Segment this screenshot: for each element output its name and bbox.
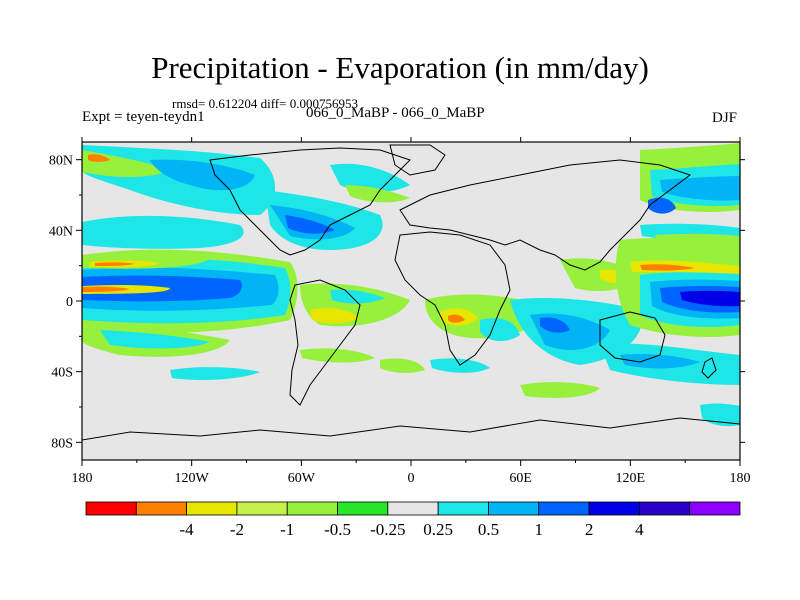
field-patch bbox=[640, 264, 695, 271]
colorbar-swatch bbox=[488, 501, 540, 516]
colorbar-label: 0.25 bbox=[423, 520, 453, 539]
colorbar-swatch bbox=[387, 501, 439, 516]
experiment-label: Expt = teyen-teydn1 bbox=[82, 109, 205, 125]
colorbar-swatch bbox=[85, 501, 137, 516]
precip-minus-evap-field bbox=[82, 143, 740, 427]
x-tick-label: 120E bbox=[616, 471, 646, 486]
colorbar-label: -4 bbox=[180, 520, 195, 539]
colorbar-label: 2 bbox=[585, 520, 594, 539]
x-tick-label: 60E bbox=[509, 471, 532, 486]
coastline-africa bbox=[394, 231, 511, 366]
coastline-antarctica bbox=[82, 417, 740, 460]
coastlines bbox=[82, 144, 740, 460]
colorbar-swatch bbox=[337, 501, 389, 516]
colorbar-swatch bbox=[236, 501, 288, 516]
colorbar-label: -2 bbox=[230, 520, 244, 539]
field-patch bbox=[88, 154, 110, 162]
colorbar-swatch bbox=[638, 501, 691, 516]
colorbar-label: 4 bbox=[635, 520, 644, 539]
colorbar-label: 0.5 bbox=[478, 520, 499, 539]
field-patch bbox=[655, 233, 740, 251]
colorbar-labels: -4 -2 -1 -0.5 -0.25 0.25 0.5 1 2 4 bbox=[180, 520, 645, 539]
latitude-axis: 80N 40N 0 40S 80S bbox=[49, 154, 745, 451]
coastline-south-america bbox=[289, 279, 361, 406]
field-patch bbox=[430, 358, 490, 373]
field-patch bbox=[150, 159, 255, 191]
colorbar bbox=[85, 501, 741, 516]
coastline-eurasia bbox=[399, 159, 692, 271]
y-tick-label: 0 bbox=[66, 295, 73, 310]
colorbar-label: -0.5 bbox=[324, 520, 351, 539]
field-patch bbox=[620, 353, 700, 369]
x-tick-label: 60W bbox=[288, 471, 316, 486]
field-patch bbox=[82, 286, 130, 292]
colorbar-label: -0.25 bbox=[370, 520, 405, 539]
run-comparison-label: 066_0_MaBP - 066_0_MaBP bbox=[306, 105, 485, 121]
season-label: DJF bbox=[712, 110, 738, 126]
field-patch bbox=[540, 317, 570, 333]
colorbar-swatch bbox=[135, 501, 188, 516]
plot-title: Precipitation - Evaporation (in mm/day) bbox=[151, 50, 649, 85]
colorbar-swatch bbox=[437, 501, 489, 516]
field-patch bbox=[520, 382, 600, 398]
field-patch bbox=[95, 262, 135, 266]
field-patch bbox=[448, 314, 465, 323]
x-tick-label: 120W bbox=[175, 471, 210, 486]
x-tick-label: 180 bbox=[730, 471, 751, 486]
y-tick-label: 40N bbox=[49, 224, 73, 239]
field-patch bbox=[170, 367, 260, 380]
colorbar-swatch bbox=[538, 501, 590, 516]
coastline-greenland bbox=[389, 144, 446, 176]
rmsd-diff-stats: rmsd= 0.612204 diff= 0.000756953 bbox=[172, 96, 358, 111]
field-patch bbox=[330, 289, 385, 304]
colorbar-swatch bbox=[588, 501, 640, 516]
y-tick-label: 40S bbox=[51, 366, 73, 381]
field-patch bbox=[380, 358, 425, 373]
x-tick-label: 0 bbox=[408, 471, 415, 486]
y-tick-label: 80S bbox=[51, 436, 73, 451]
colorbar-label: -1 bbox=[280, 520, 294, 539]
field-patch bbox=[310, 307, 360, 324]
colorbar-swatch bbox=[286, 501, 338, 516]
colorbar-swatch bbox=[186, 501, 238, 516]
longitude-axis: 180 120W 60W 0 60E 120E 180 bbox=[72, 137, 751, 486]
field-patch bbox=[300, 348, 375, 363]
field-patch bbox=[680, 290, 740, 307]
x-tick-label: 180 bbox=[72, 471, 93, 486]
coastline-north-america bbox=[209, 147, 411, 256]
coastline-australia bbox=[599, 311, 666, 363]
field-patch bbox=[700, 403, 740, 427]
y-tick-label: 80N bbox=[49, 154, 73, 169]
field-patch bbox=[100, 330, 210, 349]
coastline-new-zealand bbox=[701, 357, 717, 379]
colorbar-label: 1 bbox=[535, 520, 544, 539]
field-patch bbox=[82, 215, 244, 249]
field-patch bbox=[285, 215, 335, 234]
colorbar-swatch bbox=[689, 501, 741, 516]
